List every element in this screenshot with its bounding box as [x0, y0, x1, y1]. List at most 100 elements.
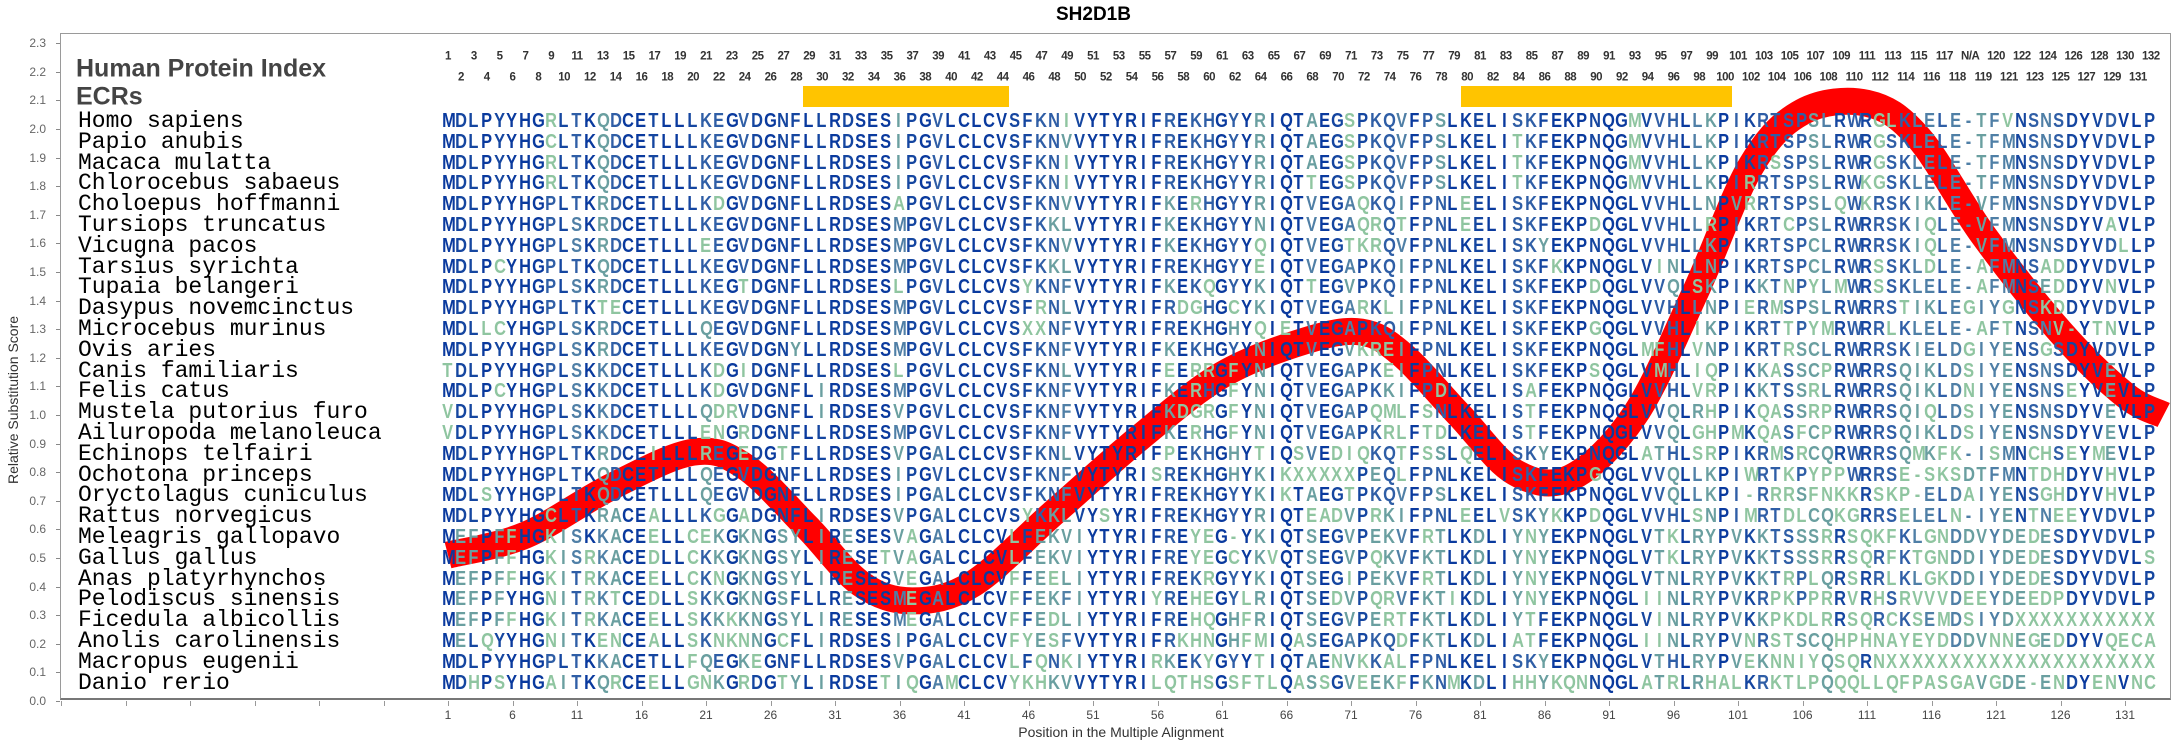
residue: R — [829, 548, 841, 568]
residue: R — [584, 548, 596, 568]
residue: C — [958, 298, 970, 318]
residue: H — [1667, 340, 1679, 360]
residue: Y — [507, 652, 518, 672]
residue: F — [1151, 631, 1162, 651]
residue: E — [1551, 610, 1562, 630]
x-tick-label: 76 — [1409, 708, 1422, 722]
residue: V — [1074, 381, 1085, 401]
residue: I — [816, 631, 827, 651]
residue: N — [1435, 257, 1447, 277]
residue: Y — [1112, 173, 1123, 193]
residue: G — [1615, 132, 1628, 152]
residue: K — [1461, 652, 1473, 672]
residue: N — [777, 465, 789, 485]
residue: T — [1100, 361, 1111, 381]
residue: R — [1164, 319, 1176, 339]
residue: I — [1138, 298, 1149, 318]
residue: N — [1667, 257, 1679, 277]
residue: G — [1589, 319, 1602, 339]
residue: D — [2066, 527, 2078, 547]
residue: N — [1705, 194, 1717, 214]
residue: N — [777, 194, 789, 214]
protein-index-label: 98 — [1693, 72, 1705, 85]
residue: P — [545, 215, 556, 235]
residue: E — [1177, 569, 1188, 589]
residue: T — [571, 506, 582, 526]
residue: Q — [1821, 652, 1834, 672]
residue: L — [2131, 444, 2142, 464]
residue: H — [520, 485, 532, 505]
residue: S — [1886, 402, 1897, 422]
residue: L — [1937, 361, 1948, 381]
residue: Y — [790, 673, 801, 693]
residue: I — [1138, 194, 1149, 214]
residue: K — [739, 527, 751, 547]
residue: N — [752, 527, 764, 547]
residue: P — [2144, 569, 2155, 589]
y-tick-mark — [56, 472, 60, 474]
residue: P — [481, 673, 492, 693]
residue: - — [1963, 444, 1974, 464]
residue: R — [1783, 569, 1795, 589]
residue: S — [1151, 465, 1162, 485]
residue: S — [1809, 111, 1820, 131]
residue: V — [2118, 506, 2129, 526]
residue: A — [1345, 194, 1357, 214]
residue: D — [713, 194, 725, 214]
residue: G — [726, 173, 739, 193]
residue: G — [1332, 423, 1345, 443]
residue: C — [984, 485, 996, 505]
residue: D — [2053, 277, 2065, 297]
residue: R — [1744, 194, 1756, 214]
residue: K — [1834, 485, 1846, 505]
residue: R — [1370, 506, 1382, 526]
residue: D — [2105, 111, 2117, 131]
residue: E — [1950, 173, 1961, 193]
residue: K — [1035, 506, 1047, 526]
residue: I — [1499, 361, 1510, 381]
residue: V — [739, 402, 750, 422]
residue: Q — [1602, 673, 1615, 693]
residue: Y — [2079, 569, 2090, 589]
residue: H — [1667, 506, 1679, 526]
residue: Q — [1602, 132, 1615, 152]
residue: S — [1783, 298, 1794, 318]
residue: H — [520, 610, 532, 630]
residue: K — [1705, 236, 1717, 256]
residue: C — [623, 589, 635, 609]
residue: C — [777, 631, 789, 651]
residue: T — [1100, 423, 1111, 443]
residue: L — [971, 527, 982, 547]
residue: V — [893, 444, 904, 464]
residue: G — [1615, 111, 1628, 131]
residue: Y — [2079, 132, 2090, 152]
sequence-row: MDL PYYHGP L T KRDCE T L L L KDGVDGNF L L RDSESAPGV L… — [441, 194, 2155, 214]
residue: E — [1319, 215, 1330, 235]
residue: K — [1035, 444, 1047, 464]
residue: H — [1203, 132, 1215, 152]
residue: C — [1228, 298, 1240, 318]
residue: F — [507, 569, 518, 589]
residue: P — [1718, 132, 1729, 152]
residue: Y — [1241, 652, 1252, 672]
residue: L — [2131, 527, 2142, 547]
residue: A — [1976, 319, 1988, 339]
residue: V — [1654, 423, 1665, 443]
residue: D — [752, 340, 764, 360]
residue: T — [1770, 319, 1781, 339]
residue: T — [1770, 173, 1781, 193]
residue: P — [1577, 485, 1588, 505]
residue: D — [1950, 381, 1962, 401]
residue: T — [1770, 194, 1781, 214]
residue: D — [1950, 589, 1962, 609]
residue: F — [1151, 423, 1162, 443]
residue: R — [597, 277, 609, 297]
residue: C — [623, 215, 635, 235]
residue: N — [2015, 236, 2027, 256]
x-tick-label: 6 — [509, 708, 516, 722]
residue: D — [1950, 485, 1962, 505]
residue: G — [764, 277, 777, 297]
x-tick-mark — [125, 701, 127, 706]
residue: P — [1577, 257, 1588, 277]
